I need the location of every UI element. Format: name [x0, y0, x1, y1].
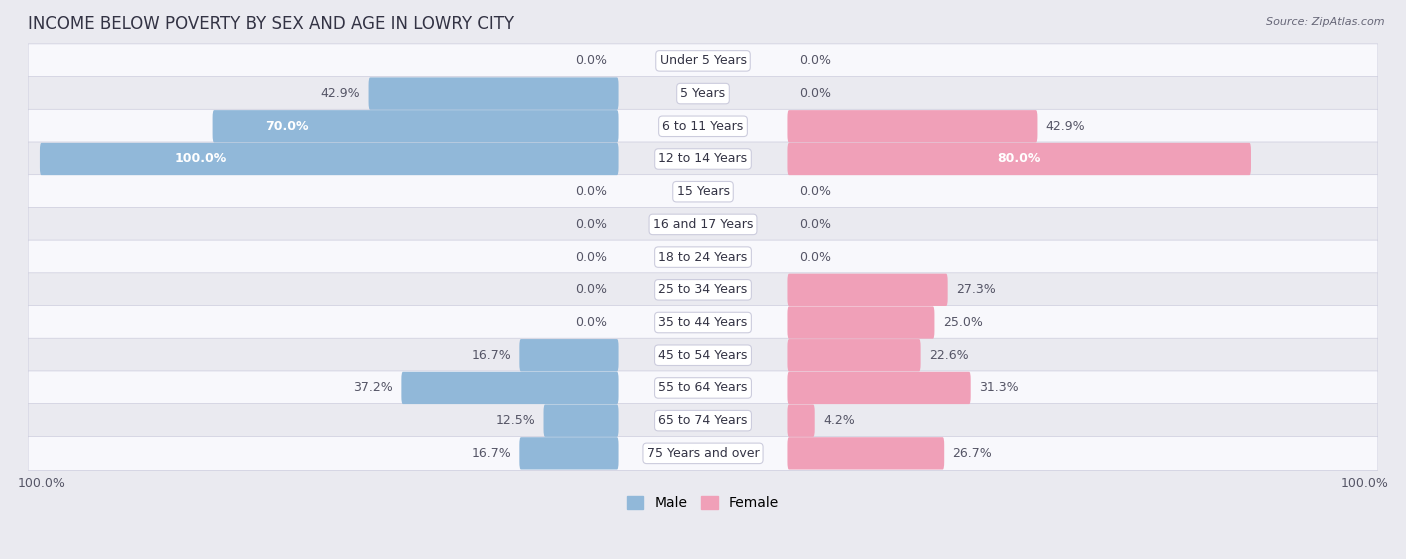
Text: 55 to 64 Years: 55 to 64 Years: [658, 381, 748, 395]
Text: 0.0%: 0.0%: [575, 250, 607, 264]
FancyBboxPatch shape: [368, 78, 619, 110]
Text: 5 Years: 5 Years: [681, 87, 725, 100]
FancyBboxPatch shape: [28, 207, 1378, 241]
Text: 31.3%: 31.3%: [979, 381, 1019, 395]
Text: 80.0%: 80.0%: [997, 153, 1040, 165]
Text: 35 to 44 Years: 35 to 44 Years: [658, 316, 748, 329]
FancyBboxPatch shape: [28, 77, 1378, 111]
Text: Under 5 Years: Under 5 Years: [659, 54, 747, 68]
FancyBboxPatch shape: [787, 437, 945, 470]
FancyBboxPatch shape: [787, 306, 935, 339]
FancyBboxPatch shape: [39, 143, 619, 175]
Text: 0.0%: 0.0%: [799, 54, 831, 68]
Text: 75 Years and over: 75 Years and over: [647, 447, 759, 460]
Text: 22.6%: 22.6%: [929, 349, 969, 362]
Text: Source: ZipAtlas.com: Source: ZipAtlas.com: [1267, 17, 1385, 27]
Text: 25.0%: 25.0%: [943, 316, 983, 329]
FancyBboxPatch shape: [787, 143, 1251, 175]
Text: 0.0%: 0.0%: [799, 185, 831, 198]
FancyBboxPatch shape: [28, 175, 1378, 209]
FancyBboxPatch shape: [787, 372, 970, 404]
Text: 6 to 11 Years: 6 to 11 Years: [662, 120, 744, 133]
Text: 15 Years: 15 Years: [676, 185, 730, 198]
Text: 18 to 24 Years: 18 to 24 Years: [658, 250, 748, 264]
Text: INCOME BELOW POVERTY BY SEX AND AGE IN LOWRY CITY: INCOME BELOW POVERTY BY SEX AND AGE IN L…: [28, 15, 515, 33]
FancyBboxPatch shape: [519, 339, 619, 371]
Text: 0.0%: 0.0%: [575, 54, 607, 68]
FancyBboxPatch shape: [28, 437, 1378, 470]
FancyBboxPatch shape: [28, 306, 1378, 339]
FancyBboxPatch shape: [544, 405, 619, 437]
FancyBboxPatch shape: [28, 404, 1378, 438]
FancyBboxPatch shape: [28, 338, 1378, 372]
Text: 0.0%: 0.0%: [799, 218, 831, 231]
FancyBboxPatch shape: [28, 44, 1378, 78]
FancyBboxPatch shape: [28, 109, 1378, 143]
Text: 100.0%: 100.0%: [174, 153, 226, 165]
Text: 45 to 54 Years: 45 to 54 Years: [658, 349, 748, 362]
Text: 27.3%: 27.3%: [956, 283, 995, 296]
Text: 42.9%: 42.9%: [1046, 120, 1085, 133]
Text: 0.0%: 0.0%: [575, 218, 607, 231]
Text: 25 to 34 Years: 25 to 34 Years: [658, 283, 748, 296]
FancyBboxPatch shape: [28, 371, 1378, 405]
Text: 4.2%: 4.2%: [823, 414, 855, 427]
Text: 16.7%: 16.7%: [471, 447, 510, 460]
Text: 12.5%: 12.5%: [495, 414, 536, 427]
Text: 70.0%: 70.0%: [264, 120, 308, 133]
Text: 65 to 74 Years: 65 to 74 Years: [658, 414, 748, 427]
Text: 0.0%: 0.0%: [799, 87, 831, 100]
FancyBboxPatch shape: [28, 240, 1378, 274]
FancyBboxPatch shape: [787, 274, 948, 306]
Text: 0.0%: 0.0%: [575, 185, 607, 198]
Text: 37.2%: 37.2%: [353, 381, 394, 395]
Text: 0.0%: 0.0%: [575, 316, 607, 329]
Text: 0.0%: 0.0%: [575, 283, 607, 296]
FancyBboxPatch shape: [212, 110, 619, 143]
FancyBboxPatch shape: [28, 273, 1378, 307]
Text: 12 to 14 Years: 12 to 14 Years: [658, 153, 748, 165]
FancyBboxPatch shape: [787, 339, 921, 371]
FancyBboxPatch shape: [787, 110, 1038, 143]
FancyBboxPatch shape: [401, 372, 619, 404]
Text: 16.7%: 16.7%: [471, 349, 510, 362]
FancyBboxPatch shape: [519, 437, 619, 470]
FancyBboxPatch shape: [787, 405, 814, 437]
Text: 0.0%: 0.0%: [799, 250, 831, 264]
Text: 16 and 17 Years: 16 and 17 Years: [652, 218, 754, 231]
Text: 26.7%: 26.7%: [953, 447, 993, 460]
Text: 42.9%: 42.9%: [321, 87, 360, 100]
FancyBboxPatch shape: [28, 142, 1378, 176]
Legend: Male, Female: Male, Female: [621, 491, 785, 516]
